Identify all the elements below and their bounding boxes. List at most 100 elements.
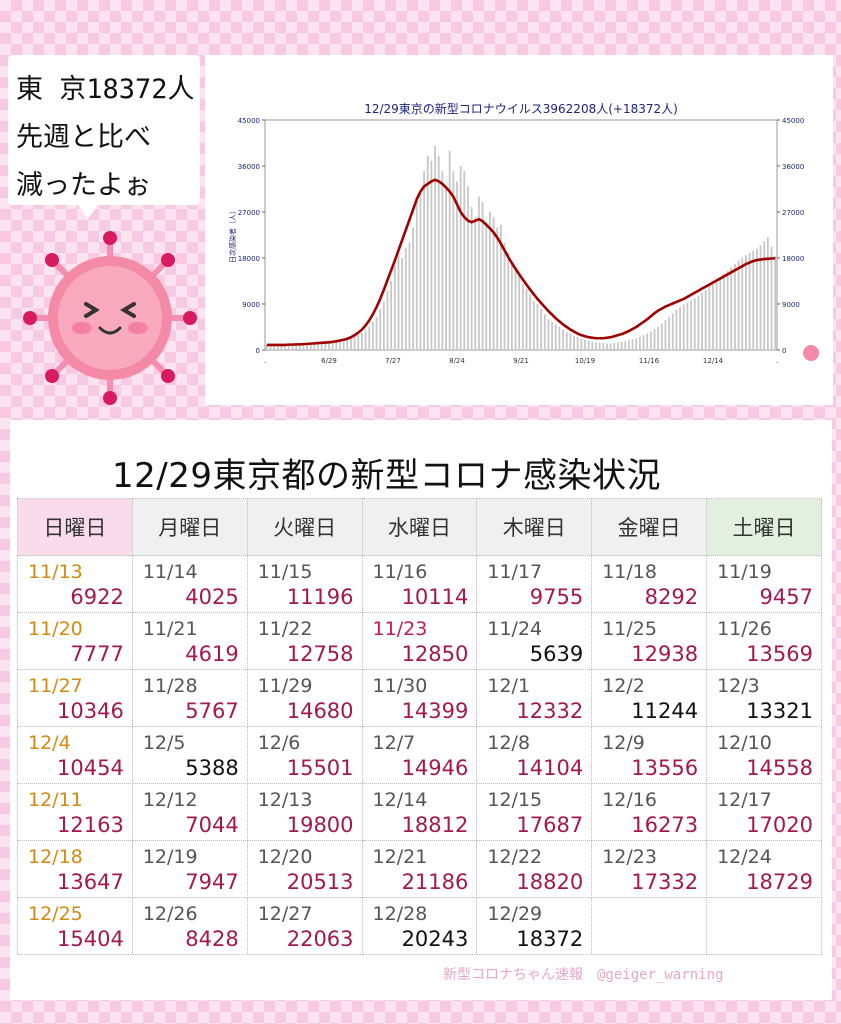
day-cell: 11/16 10114: [361, 555, 478, 613]
plot-frame: [264, 119, 778, 351]
day-cell: 12/1 12332: [476, 669, 593, 727]
y-tick-label-right: 9000: [782, 301, 800, 309]
case-bar: [562, 329, 564, 350]
day-cases: 13647: [57, 870, 124, 894]
case-bar: [741, 257, 744, 350]
case-bar: [390, 281, 393, 350]
day-cases: 15501: [286, 756, 354, 780]
case-bar: [715, 280, 718, 350]
day-cell: 11/22 12758: [246, 612, 363, 670]
case-bar: [361, 332, 363, 350]
case-bar: [481, 201, 484, 350]
case-bar: [419, 191, 422, 350]
day-cell: 12/12 7044: [131, 783, 248, 841]
speech-line-1: 東 京18372人: [16, 74, 195, 105]
day-date: 12/14: [372, 789, 428, 811]
coronavirus-mascot-icon: [23, 231, 197, 405]
header-saturday: 土曜日: [706, 498, 822, 556]
case-bar: [745, 254, 747, 350]
day-cases: 12163: [57, 813, 124, 837]
day-cell: [706, 897, 822, 955]
day-cell: 12/9 13556: [591, 726, 708, 784]
case-bar: [679, 307, 681, 350]
day-date: 11/19: [717, 561, 772, 583]
case-bar: [701, 292, 703, 350]
day-cases: 16273: [631, 813, 699, 837]
day-date: 11/15: [257, 561, 313, 583]
day-cases: 14680: [286, 699, 354, 723]
day-date: 12/7: [372, 732, 416, 754]
case-bar: [627, 340, 630, 350]
day-cell: 11/26 13569: [706, 612, 822, 670]
case-bar: [496, 227, 499, 350]
case-bar: [452, 171, 455, 350]
day-date: 12/18: [28, 846, 83, 868]
day-date: 11/13: [28, 561, 83, 583]
day-date: 11/26: [717, 618, 772, 640]
case-bar: [540, 309, 543, 350]
y-tick-label-right: 36000: [782, 163, 804, 171]
day-cell: 12/18 13647: [17, 840, 133, 898]
weekday-header-row: 日曜日 月曜日 火曜日 水曜日 木曜日 金曜日 土曜日: [17, 498, 822, 556]
day-cell: 12/5 5388: [131, 726, 248, 784]
y-tick-label-right: 27000: [782, 209, 804, 217]
day-date: 12/10: [717, 732, 772, 754]
day-cell: 12/22 18820: [476, 840, 593, 898]
day-date: 12/1: [487, 675, 531, 697]
case-bar: [265, 344, 268, 350]
moving-average-line: [266, 178, 776, 347]
day-date: 12/4: [28, 732, 71, 754]
day-cases: 12850: [401, 642, 469, 666]
day-cell: 12/16 16273: [591, 783, 708, 841]
day-cases: 8292: [644, 585, 699, 609]
day-cases: 13321: [746, 699, 813, 723]
case-bar: [291, 345, 294, 350]
case-bar: [602, 342, 605, 350]
day-cases: 20243: [401, 927, 469, 951]
day-date: 12/19: [142, 846, 198, 868]
case-bar: [287, 344, 290, 350]
week-row: 12/25 15404 12/26 8428 12/27 22063 12/28 20243 1…: [17, 897, 822, 955]
case-bar: [320, 343, 323, 350]
day-date: 12/13: [257, 789, 313, 811]
case-bar: [324, 342, 327, 350]
day-date: 12/6: [257, 732, 301, 754]
day-date: 12/29: [487, 903, 543, 925]
x-tick-label: 6/29: [321, 357, 337, 365]
day-cell: 12/28 20243: [361, 897, 478, 955]
case-bar: [430, 160, 433, 350]
day-cases: 5639: [529, 642, 584, 666]
case-bar: [485, 222, 488, 350]
case-bar: [595, 342, 597, 350]
x-tick-label: 9/21: [513, 357, 529, 365]
case-bar: [726, 270, 729, 350]
day-cell: 11/17 9755: [476, 555, 593, 613]
case-bar: [752, 250, 755, 350]
case-bar: [682, 304, 685, 350]
case-bar: [448, 150, 451, 350]
case-bar: [653, 329, 656, 350]
case-bar: [660, 323, 663, 350]
day-cell: 11/25 12938: [591, 612, 708, 670]
case-bar: [353, 336, 356, 350]
day-cases: 14946: [401, 756, 469, 780]
day-cases: 11244: [631, 699, 699, 723]
case-bar: [558, 327, 561, 350]
day-cell: 12/3 13321: [706, 669, 822, 727]
case-bar: [401, 258, 404, 350]
day-cases: 9755: [529, 585, 584, 609]
case-bar: [569, 333, 572, 350]
day-cell: 12/27 22063: [246, 897, 363, 955]
day-cell: 12/20 20513: [246, 840, 363, 898]
case-bar: [309, 343, 312, 350]
day-cases: 7777: [70, 642, 124, 666]
case-bar: [510, 263, 513, 350]
day-cases: 12938: [631, 642, 699, 666]
case-bar: [617, 342, 619, 350]
header-friday: 金曜日: [591, 498, 708, 556]
day-cases: 17332: [631, 870, 699, 894]
day-date: 11/29: [257, 675, 313, 697]
case-bar: [445, 186, 447, 350]
case-bar: [624, 341, 627, 350]
case-bar: [339, 340, 341, 350]
